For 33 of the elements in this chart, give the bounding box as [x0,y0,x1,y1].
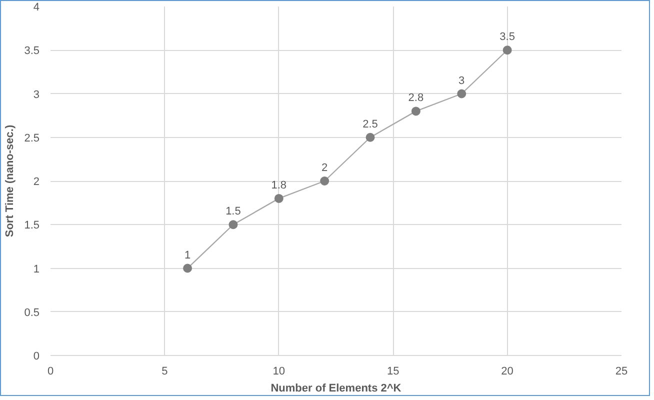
point [457,89,466,98]
x-axis-title: Number of Elements 2^K [270,382,402,394]
y-tick-label: 2.5 [24,132,40,144]
data-label: 3 [458,74,465,87]
point [411,106,420,116]
y-tick-label: 1.5 [24,220,40,232]
data-label: 2.8 [408,92,424,104]
point [183,264,192,273]
point [366,132,375,142]
y-tick-label: 4 [33,2,40,14]
point [502,46,512,55]
data-label: 1.8 [271,179,287,192]
y-tick-label: 2 [33,176,40,188]
data-label: 2 [322,162,328,174]
y-tick-label: 0 [33,350,40,362]
y-tick-label: 3 [33,88,40,101]
data-label: 2.5 [362,118,378,130]
x-tick-label: 15 [386,366,400,378]
y-tick-label: 0.5 [24,306,40,319]
x-tick-label: 5 [162,366,168,378]
x-tick-label: 20 [501,366,514,378]
data-label: 3.5 [500,31,515,44]
x-tick-label: 10 [272,366,286,378]
y-axis-title: Sort Time (nano-sec.) [4,124,16,238]
x-tick-label: 0 [47,366,54,378]
data-label: 1.5 [226,206,241,218]
data-label: 1 [184,249,191,262]
point [274,194,284,203]
point [320,176,330,186]
y-tick-label: 1 [33,263,40,276]
x-tick-label: 25 [615,366,628,378]
y-tick-label: 3.5 [24,45,40,58]
point [228,220,238,230]
